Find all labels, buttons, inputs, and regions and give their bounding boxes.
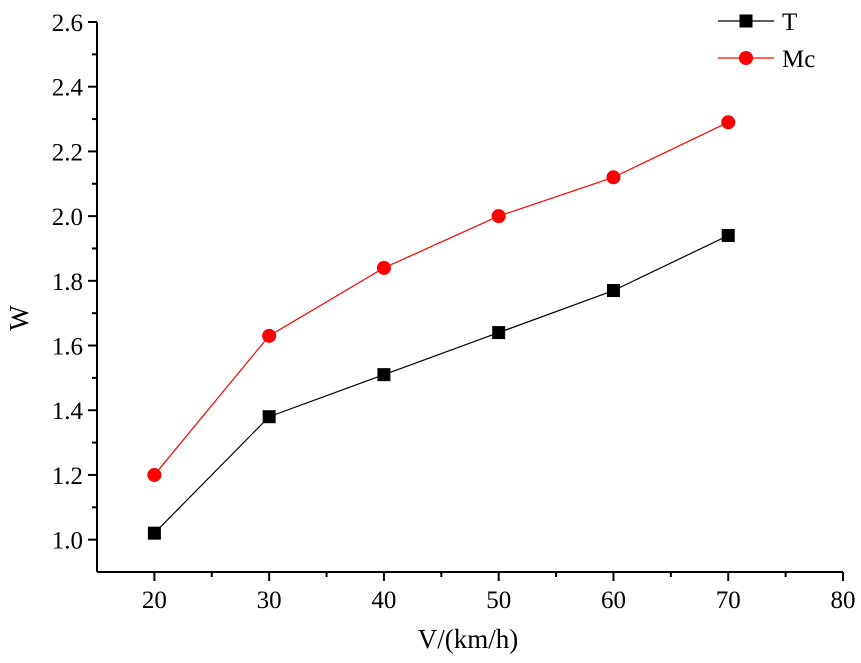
x-tick-label: 40 [371, 587, 396, 614]
data-point-t [262, 410, 276, 424]
series-line-mc [153, 121, 729, 476]
legend-marker-t [739, 14, 753, 28]
x-axis-label: V/(km/h) [418, 624, 519, 654]
data-point-t [147, 526, 161, 540]
data-point-mc [376, 260, 391, 275]
x-tick-label: 20 [142, 587, 167, 614]
legend-item-mc: Mc [718, 46, 815, 73]
x-tick-label: 50 [486, 587, 511, 614]
y-tick-label: 2.2 [52, 139, 83, 166]
data-point-t [721, 229, 735, 243]
data-point-mc [606, 170, 621, 185]
data-point-mc [721, 115, 736, 130]
y-tick-label: 2.4 [52, 75, 84, 102]
data-point-t [492, 326, 506, 340]
legend-marker-mc [739, 51, 753, 65]
legend-label-mc: Mc [782, 46, 815, 73]
y-tick-label: 1.6 [52, 334, 83, 361]
series-layer [147, 115, 736, 540]
y-tick-label: 1.0 [52, 528, 83, 555]
y-tick-label: 1.4 [52, 398, 84, 425]
x-tick-label: 30 [257, 587, 282, 614]
legend: T Mc [718, 9, 815, 73]
y-tick-label: 1.8 [52, 269, 83, 296]
data-point-t [377, 368, 391, 382]
x-tick-label: 60 [601, 587, 626, 614]
axes: 20 30 40 50 60 70 80 1.0 1.2 1.4 1.6 1.8 2.0 2.2 2.4 2.… [52, 10, 856, 614]
legend-item-t: T [718, 9, 797, 36]
y-tick-label: 2.0 [52, 204, 83, 231]
x-tick-label: 80 [831, 587, 856, 614]
y-tick-label: 1.2 [52, 463, 83, 490]
y-tick-label: 2.6 [52, 10, 83, 37]
y-axis-label: W [4, 305, 34, 331]
data-point-t [606, 284, 620, 298]
data-point-mc [262, 328, 277, 343]
series-t [147, 229, 735, 540]
x-tick-label: 70 [716, 587, 741, 614]
series-line-t [153, 234, 729, 534]
legend-label-t: T [782, 9, 797, 36]
data-point-mc [147, 467, 162, 482]
data-point-mc [491, 209, 506, 224]
series-mc [147, 115, 736, 482]
